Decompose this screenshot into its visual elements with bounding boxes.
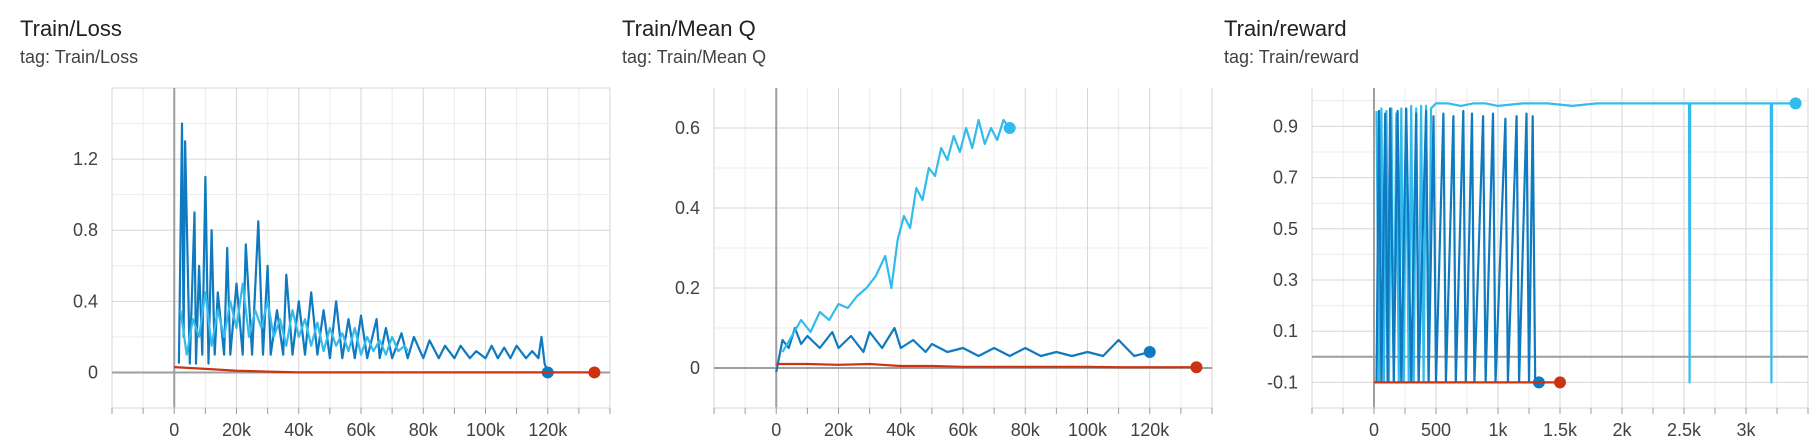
x-tick-label: 80k xyxy=(1011,420,1041,440)
x-tick-label: 3k xyxy=(1736,420,1756,440)
chart-title: Train/reward xyxy=(1224,16,1347,41)
x-tick-label: 120k xyxy=(1130,420,1170,440)
x-tick-label: 1k xyxy=(1488,420,1508,440)
chart-tag: tag: Train/reward xyxy=(1224,47,1360,67)
series-end-marker-2 xyxy=(588,366,601,379)
y-tick-label: 0.2 xyxy=(675,278,700,298)
chart-loss: 0 20k 40k 60k 80k 100k 120k 0 0.4 0.8 1.2 xyxy=(73,87,611,440)
series-end-marker-0 xyxy=(1789,97,1802,110)
y-tick-label: 1.2 xyxy=(73,149,98,169)
y-tick-label: 0.9 xyxy=(1273,116,1298,136)
chart-panel-train-loss: Train/Loss tag: Train/Loss 0 20k 40k 60k 80k… xyxy=(20,0,611,445)
chart-title: Train/Mean Q xyxy=(622,16,756,41)
series-line-1 xyxy=(1375,107,1539,384)
x-tick-label: 2k xyxy=(1612,420,1632,440)
x-tick-label: 60k xyxy=(346,420,376,440)
chart-panel-train-reward: Train/reward tag: Train/reward 0 500 1k 1.5… xyxy=(1224,0,1820,445)
series-line-2 xyxy=(776,362,1197,369)
x-tick-label: 120k xyxy=(528,420,568,440)
x-tick-label: 0 xyxy=(169,420,179,440)
chart-tag: tag: Train/Mean Q xyxy=(622,47,767,67)
x-tick-label: 0 xyxy=(1369,420,1379,440)
series-end-marker-2 xyxy=(1554,376,1566,389)
series-end-marker-2 xyxy=(1190,361,1203,374)
x-tick-label: 80k xyxy=(409,420,439,440)
y-tick-label: 0.4 xyxy=(675,198,700,218)
series-line-2 xyxy=(174,366,595,374)
x-tick-label: 2.5k xyxy=(1667,420,1702,440)
x-tick-label: 40k xyxy=(886,420,916,440)
series-line-0 xyxy=(775,326,1151,373)
series-line-1 xyxy=(781,118,1011,353)
y-tick-label: 0.6 xyxy=(675,118,700,138)
x-tick-label: 40k xyxy=(284,420,314,440)
x-tick-label: 100k xyxy=(466,420,506,440)
x-tick-label: 20k xyxy=(222,420,252,440)
x-tick-label: 1.5k xyxy=(1543,420,1578,440)
y-tick-label: 0.8 xyxy=(73,220,98,240)
y-tick-label: 0.3 xyxy=(1273,270,1298,290)
chart-title: Train/Loss xyxy=(20,16,122,41)
series-end-marker-0 xyxy=(1143,346,1156,358)
chart-panel-train-mean-q: Train/Mean Q tag: Train/Mean Q 0 20k 40k 60… xyxy=(622,0,1213,445)
chart-reward: 0 500 1k 1.5k 2k 2.5k 3k -0.1 0.1 0.3 0.5 0.7 0.9 xyxy=(1267,88,1809,440)
y-tick-label: 0.7 xyxy=(1273,168,1298,188)
x-tick-label: 500 xyxy=(1421,420,1451,440)
y-tick-label: -0.1 xyxy=(1267,372,1298,392)
chart-tag: tag: Train/Loss xyxy=(20,47,139,67)
y-tick-label: 0.5 xyxy=(1273,219,1298,239)
series-line-1 xyxy=(179,282,409,356)
x-tick-label: 0 xyxy=(771,420,781,440)
x-tick-label: 60k xyxy=(948,420,978,440)
series-line-0 xyxy=(177,122,549,373)
y-tick-label: 0 xyxy=(88,362,98,382)
series-end-marker-1 xyxy=(1003,122,1016,134)
x-tick-label: 100k xyxy=(1068,420,1108,440)
y-tick-label: 0.4 xyxy=(73,291,98,311)
y-tick-label: 0 xyxy=(690,358,700,378)
y-tick-label: 0.1 xyxy=(1273,321,1298,341)
chart-mean-q: 0 20k 40k 60k 80k 100k 120k 0 0.2 0.4 0.6 xyxy=(675,88,1213,440)
x-tick-label: 20k xyxy=(824,420,854,440)
